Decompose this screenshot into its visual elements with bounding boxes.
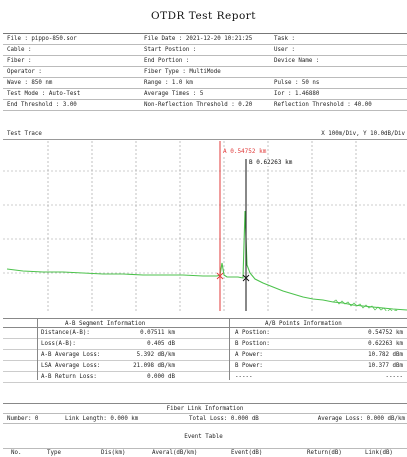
test-parameters: File : pippo-850.sor File Date : 2021-12-… <box>3 33 407 111</box>
param-operator: Operator : <box>7 69 42 75</box>
info-divider <box>37 318 38 380</box>
param-row: End Threshold : 3.00 Non-Reflection Thres… <box>3 100 407 111</box>
otdr-trace-chart: A 0.54752 km B 0.62263 km <box>3 141 407 311</box>
point-label: B Postion: <box>235 341 270 347</box>
segment-value: 5.392 dB/km <box>136 352 175 358</box>
ab-info-row: Loss(A-B): 0.405 dB B Postion: 0.62263 km <box>3 339 407 350</box>
trace-label: Test Trace <box>7 131 42 137</box>
segment-label: LSA Average Loss: <box>41 363 101 369</box>
segment-label: Loss(A-B): <box>41 341 76 347</box>
link-total-loss: Total Loss: 0.000 dB <box>189 416 259 422</box>
param-average-times: Average Times : 5 <box>144 91 204 97</box>
param-row: Test Mode : Auto-Test Average Times : 5 Io… <box>3 89 407 100</box>
event-col-event: Event(dB) <box>231 450 263 456</box>
trace-grid <box>3 141 407 311</box>
info-divider <box>229 318 230 380</box>
param-device-name: Device Name : <box>274 58 320 64</box>
segment-value: 0.07511 km <box>140 330 175 336</box>
trace-header: Test Trace X 100m/Div, Y 10.0dB/Div <box>3 129 407 140</box>
ab-info-row: Distance(A-B): 0.07511 km A Postion: 0.547… <box>3 328 407 339</box>
event-col-dis: Dis(km) <box>101 450 126 456</box>
marker-a-cross <box>216 272 224 280</box>
param-reflection-threshold: Reflection Threshold : 40.00 <box>274 102 372 108</box>
ab-info-row: A-B Return Loss: 0.000 dB ----- ----- <box>3 372 407 383</box>
point-value: 10.782 dBm <box>368 352 403 358</box>
link-length: Link Length: 0.000 km <box>65 416 139 422</box>
param-wave: Wave : 850 nm <box>7 80 53 86</box>
fiber-link-title: Fiber Link Information <box>166 406 244 412</box>
param-pulse: Pulse : 50 ns <box>274 80 320 86</box>
segment-value: 0.000 dB <box>147 374 175 380</box>
event-col-averal: Averal(dB/km) <box>152 450 198 456</box>
segment-label: Distance(A-B): <box>41 330 90 336</box>
trace-scale: X 100m/Div, Y 10.0dB/Div <box>321 131 405 137</box>
event-col-return: Return(dB) <box>307 450 342 456</box>
ab-points-title: A/B Points Information <box>265 320 342 327</box>
trace-noise <box>332 299 398 311</box>
param-start-position: Start Postion : <box>144 47 197 53</box>
param-ior: Ior : 1.46880 <box>274 91 320 97</box>
ab-segment-title: A-B Segment Information <box>65 320 146 327</box>
param-file: File : pippo-850.sor <box>7 36 77 42</box>
marker-b-label: B 0.62263 km <box>248 159 294 166</box>
ab-info-row: LSA Average Loss: 21.098 dB/km B Power: 10… <box>3 361 407 372</box>
marker-a-label: A 0.54752 km <box>222 148 268 155</box>
param-row: Operator : Fiber Type : MultiMode <box>3 67 407 78</box>
segment-label: A-B Return Loss: <box>41 374 97 380</box>
event-col-link: Link(dB) <box>365 450 393 456</box>
ab-info-section: A-B Segment Information A/B Points Infor… <box>3 318 407 383</box>
param-range: Range : 1.0 km <box>144 80 193 86</box>
param-file-date: File Date : 2021-12-20 10:21:25 <box>144 36 253 42</box>
segment-value: 21.098 dB/km <box>133 363 175 369</box>
report-title: OTDR Test Report <box>150 10 257 22</box>
point-value: 0.62263 km <box>368 341 403 347</box>
ab-info-row: A-B Average Loss: 5.392 dB/km A Power: 10.… <box>3 350 407 361</box>
event-table-title: Event Table <box>184 434 223 440</box>
fiber-link-header: Fiber Link Information <box>3 403 407 413</box>
event-col-no: No. <box>11 450 22 456</box>
trace-svg <box>3 141 407 311</box>
event-table-header: No. Type Dis(km) Averal(dB/km) Event(dB)… <box>3 448 407 457</box>
point-label: ----- <box>235 374 253 380</box>
point-label: A Postion: <box>235 330 270 336</box>
ab-info-header: A-B Segment Information A/B Points Infor… <box>3 318 407 328</box>
segment-value: 0.405 dB <box>147 341 175 347</box>
link-average-loss: Average Loss: 0.000 dB/km <box>317 416 405 422</box>
param-task: Task : <box>274 36 295 42</box>
param-fiber-type: Fiber Type : MultiMode <box>144 69 221 75</box>
param-row: File : pippo-850.sor File Date : 2021-12-… <box>3 34 407 45</box>
param-test-mode: Test Mode : Auto-Test <box>7 91 81 97</box>
fiber-link-info: Fiber Link Information Number: 0 Link Le… <box>3 403 407 424</box>
param-row: Fiber : End Portion : Device Name : <box>3 56 407 67</box>
param-row: Cable : Start Postion : User : <box>3 45 407 56</box>
param-end-portion: End Portion : <box>144 58 190 64</box>
param-row: Wave : 850 nm Range : 1.0 km Pulse : 50 ns <box>3 78 407 89</box>
param-non-reflection-threshold: Non-Reflection Threshold : 0.20 <box>144 102 253 108</box>
param-end-threshold: End Threshold : 3.00 <box>7 102 77 108</box>
event-col-type: Type <box>47 450 61 456</box>
point-label: A Power: <box>235 352 263 358</box>
param-cable: Cable : <box>7 47 32 53</box>
param-fiber: Fiber : <box>7 58 32 64</box>
link-number: Number: 0 <box>7 416 39 422</box>
point-label: B Power: <box>235 363 263 369</box>
marker-b-cross <box>242 274 250 282</box>
segment-label: A-B Average Loss: <box>41 352 101 358</box>
param-user: User : <box>274 47 295 53</box>
point-value: 10.377 dBm <box>368 363 403 369</box>
point-value: ----- <box>385 374 403 380</box>
trace-line <box>6 210 407 311</box>
fiber-link-row: Number: 0 Link Length: 0.000 km Total Lo… <box>3 413 407 424</box>
point-value: 0.54752 km <box>368 330 403 336</box>
